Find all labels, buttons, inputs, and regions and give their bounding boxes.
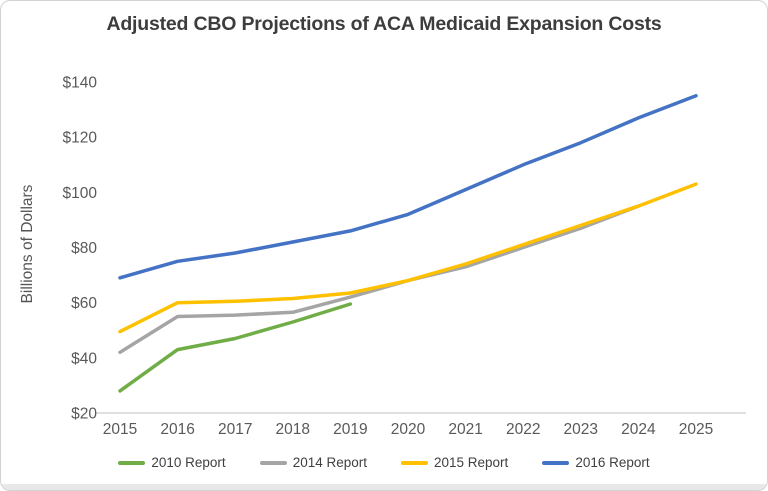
x-tick-label-2017: 2017 xyxy=(218,421,252,438)
chart-title: Adjusted CBO Projections of ACA Medicaid… xyxy=(106,13,662,35)
y-tick-label-80: $80 xyxy=(71,240,97,257)
y-tick-label-20: $20 xyxy=(71,406,97,423)
x-tick-label-2018: 2018 xyxy=(276,421,310,438)
legend-item-2010-report: 2010 Report xyxy=(118,455,226,470)
x-tick-label-2022: 2022 xyxy=(506,421,540,438)
x-tick-label-2016: 2016 xyxy=(160,421,194,438)
legend-label-2015-report: 2015 Report xyxy=(434,455,509,470)
bottom-edge-strip xyxy=(1,484,767,490)
x-tick-label-2023: 2023 xyxy=(564,421,598,438)
x-tick-label-2024: 2024 xyxy=(621,421,656,438)
legend-label-2016-report: 2016 Report xyxy=(575,455,650,470)
x-tick-label-2015: 2015 xyxy=(103,421,137,438)
y-tick-label-120: $120 xyxy=(63,130,98,147)
legend-swatch-2015-report xyxy=(401,460,428,465)
y-tick-label-60: $60 xyxy=(71,295,97,312)
x-tick-label-2025: 2025 xyxy=(679,421,713,438)
legend-item-2016-report: 2016 Report xyxy=(542,455,650,470)
x-tick-label-2020: 2020 xyxy=(391,421,426,438)
series-line-2016-report xyxy=(118,94,698,280)
series-line-2015-report xyxy=(118,182,698,334)
legend-swatch-2010-report xyxy=(118,460,146,465)
series-line-2014-report xyxy=(118,204,641,355)
legend-label-2014-report: 2014 Report xyxy=(292,455,367,470)
legend-label-2010-report: 2010 Report xyxy=(151,455,226,470)
legend-swatch-2014-report xyxy=(259,460,287,465)
y-tick-label-100: $100 xyxy=(63,185,98,202)
legend-item-2014-report: 2014 Report xyxy=(259,455,367,470)
legend-item-2015-report: 2015 Report xyxy=(401,455,508,470)
x-tick-label-2019: 2019 xyxy=(333,421,367,438)
y-tick-label-40: $40 xyxy=(71,350,97,367)
y-tick-label-140: $140 xyxy=(63,75,98,92)
x-tick-label-2021: 2021 xyxy=(448,421,482,438)
legend-swatch-2016-report xyxy=(542,460,570,465)
series-line-2010-report xyxy=(118,302,353,393)
legend: 2010 Report 2014 Report 2015 Report 2016 Re… xyxy=(1,455,767,470)
